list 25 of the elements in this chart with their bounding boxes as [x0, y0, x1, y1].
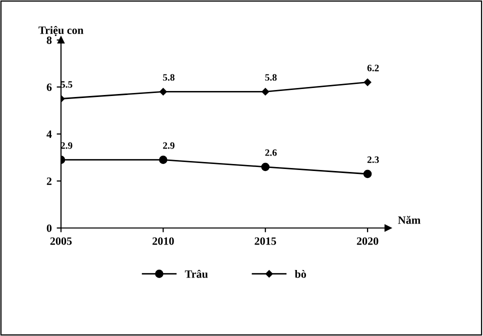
data-label: 2.3 — [367, 156, 379, 163]
data-label: 5.8 — [265, 74, 277, 81]
point — [261, 162, 270, 172]
x-tick-label: 2015 — [254, 237, 276, 245]
data-label: 2.9 — [163, 142, 174, 149]
point — [160, 88, 167, 96]
y-tick-label: 6 — [46, 83, 52, 91]
point — [363, 170, 372, 178]
x-tick-label: 2010 — [152, 237, 174, 245]
data-label: 2.6 — [265, 149, 277, 156]
legend-label: Trâu — [184, 270, 208, 278]
y-tick-label: 2 — [46, 177, 52, 185]
data-label: 6.2 — [367, 64, 379, 72]
x-axis-title: Năm — [398, 216, 420, 224]
data-label: 5.8 — [163, 74, 174, 81]
y-tick-label: 8 — [46, 36, 52, 44]
x-tick-label: 2005 — [50, 237, 72, 245]
y-axis-title: Triệu con — [38, 26, 84, 36]
legend-label: bò — [294, 270, 306, 278]
x-tick-label: 2020 — [356, 237, 378, 245]
point — [364, 78, 372, 86]
point — [159, 156, 168, 164]
point — [262, 88, 270, 96]
y-tick-label: 4 — [46, 130, 52, 138]
y-tick-label: 0 — [46, 224, 52, 232]
